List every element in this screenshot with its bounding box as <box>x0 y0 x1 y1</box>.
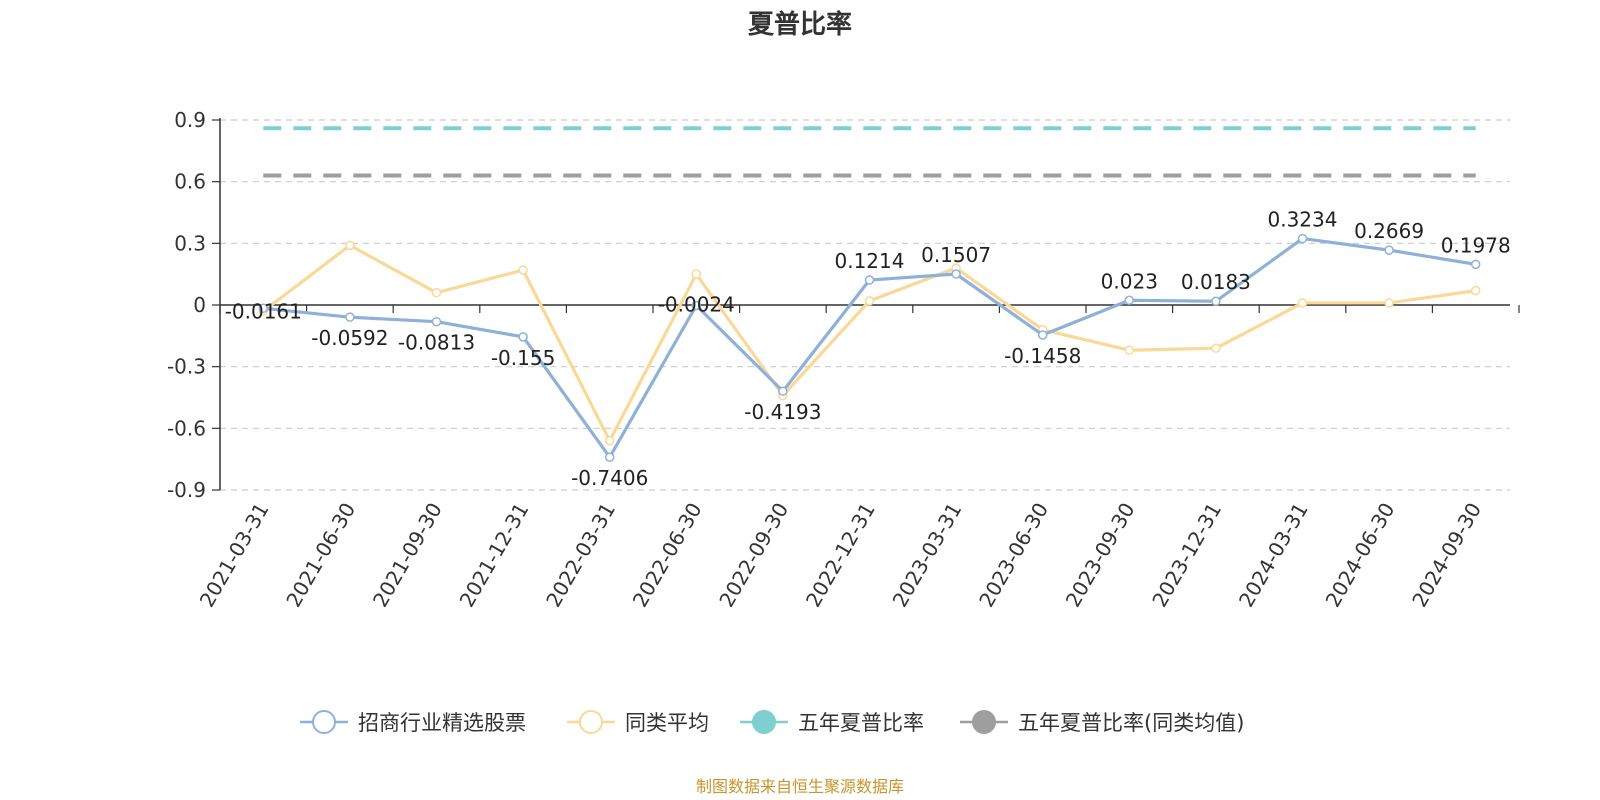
data-point <box>518 265 528 275</box>
y-tick-label: -0.3 <box>167 355 206 379</box>
data-labels: -0.0161 -0.0592 -0.0813 -0.155 -0.7406 -0.002… <box>225 208 1511 491</box>
data-point <box>345 312 355 322</box>
data-label: -0.7406 <box>571 466 648 490</box>
data-point <box>1470 285 1481 296</box>
data-point <box>604 435 615 446</box>
x-tick-label: 2024-09-30 <box>1407 499 1486 612</box>
data-point <box>1297 233 1308 244</box>
data-point <box>431 316 442 327</box>
data-point <box>691 300 702 311</box>
x-tick-label: 2021-12-31 <box>455 499 534 612</box>
data-point <box>518 332 528 342</box>
data-point <box>258 303 269 314</box>
data-point <box>1037 330 1048 340</box>
x-tick-label: 2023-12-31 <box>1147 499 1226 612</box>
y-tick-label: 0.3 <box>174 231 206 255</box>
data-label: -0.0024 <box>658 292 735 316</box>
source-note: 制图数据来自恒生聚源数据库 <box>696 777 904 796</box>
x-tick-label: 2022-12-31 <box>801 499 880 612</box>
legend-item[interactable]: 同类平均 <box>567 710 709 735</box>
x-tick-label: 2023-09-30 <box>1061 499 1140 612</box>
legend-label: 五年夏普比率(同类均值) <box>1018 711 1244 735</box>
data-label: -0.155 <box>491 346 555 370</box>
x-tick-label: 2024-03-31 <box>1234 499 1313 612</box>
data-label: -0.1458 <box>1004 344 1081 368</box>
data-point <box>1470 259 1481 270</box>
legend-swatch-marker <box>972 710 996 734</box>
legend-item[interactable]: 五年夏普比率(同类均值) <box>960 710 1244 735</box>
x-tick-label: 2023-06-30 <box>974 499 1053 612</box>
data-label: 0.2669 <box>1354 219 1424 243</box>
x-tick-label: 2021-09-30 <box>368 499 447 612</box>
data-point <box>778 386 788 396</box>
data-point <box>951 269 961 279</box>
grid-lines <box>220 119 1510 491</box>
legend[interactable]: 招商行业精选股票 同类平均 五年夏普比率 五年夏普比率(同类均值) <box>300 710 1244 735</box>
x-tick-label: 2022-09-30 <box>714 499 793 612</box>
data-label: 0.1214 <box>835 249 905 273</box>
y-tick-label: 0.9 <box>174 108 206 132</box>
data-point <box>1124 345 1135 355</box>
data-label: -0.4193 <box>744 400 821 424</box>
x-tick-label: 2021-03-31 <box>195 499 274 612</box>
data-point <box>864 296 875 306</box>
legend-label: 招商行业精选股票 <box>358 711 526 735</box>
data-point <box>1211 343 1221 353</box>
legend-item[interactable]: 五年夏普比率 <box>740 710 924 735</box>
legend-label: 同类平均 <box>625 711 709 735</box>
x-tick-label: 2024-06-30 <box>1321 499 1400 612</box>
data-label: -0.0592 <box>311 326 388 350</box>
data-label: 0.1978 <box>1441 233 1511 257</box>
x-tick-label: 2021-06-30 <box>281 499 360 612</box>
data-label: -0.0813 <box>398 331 475 355</box>
x-tick-label: 2022-06-30 <box>628 499 707 612</box>
data-label: 0.1507 <box>921 243 991 267</box>
data-point <box>864 275 875 285</box>
y-tick-label: 0 <box>193 293 206 317</box>
data-label: 0.0183 <box>1181 270 1251 294</box>
y-tick-label: -0.6 <box>167 416 206 440</box>
data-point <box>345 240 355 251</box>
x-tick-label: 2023-03-31 <box>888 499 967 612</box>
data-point <box>431 287 442 298</box>
chart-title: 夏普比率 <box>748 9 852 40</box>
data-point <box>1211 296 1221 306</box>
data-label: 0.023 <box>1101 269 1158 293</box>
legend-swatch-marker <box>579 710 603 734</box>
legend-swatch-marker <box>312 710 336 734</box>
y-tick-label: 0.6 <box>174 170 206 194</box>
reference-lines <box>263 126 1476 178</box>
legend-swatch-marker <box>752 710 776 734</box>
data-point <box>1384 245 1394 255</box>
series-lines <box>258 233 1481 462</box>
x-tick-label: 2022-03-31 <box>541 499 620 612</box>
data-point <box>1384 298 1394 308</box>
data-point <box>691 269 702 279</box>
legend-item[interactable]: 招商行业精选股票 <box>300 710 526 735</box>
data-label: 0.3234 <box>1268 208 1338 232</box>
data-point <box>604 452 615 462</box>
data-label: -0.0161 <box>225 299 302 323</box>
y-tick-label: -0.9 <box>167 478 206 502</box>
data-point <box>1124 295 1135 306</box>
data-point <box>1297 298 1308 308</box>
legend-label: 五年夏普比率 <box>798 711 924 735</box>
